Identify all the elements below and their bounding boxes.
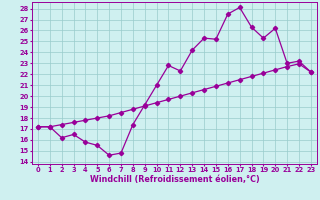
X-axis label: Windchill (Refroidissement éolien,°C): Windchill (Refroidissement éolien,°C) [90, 175, 259, 184]
